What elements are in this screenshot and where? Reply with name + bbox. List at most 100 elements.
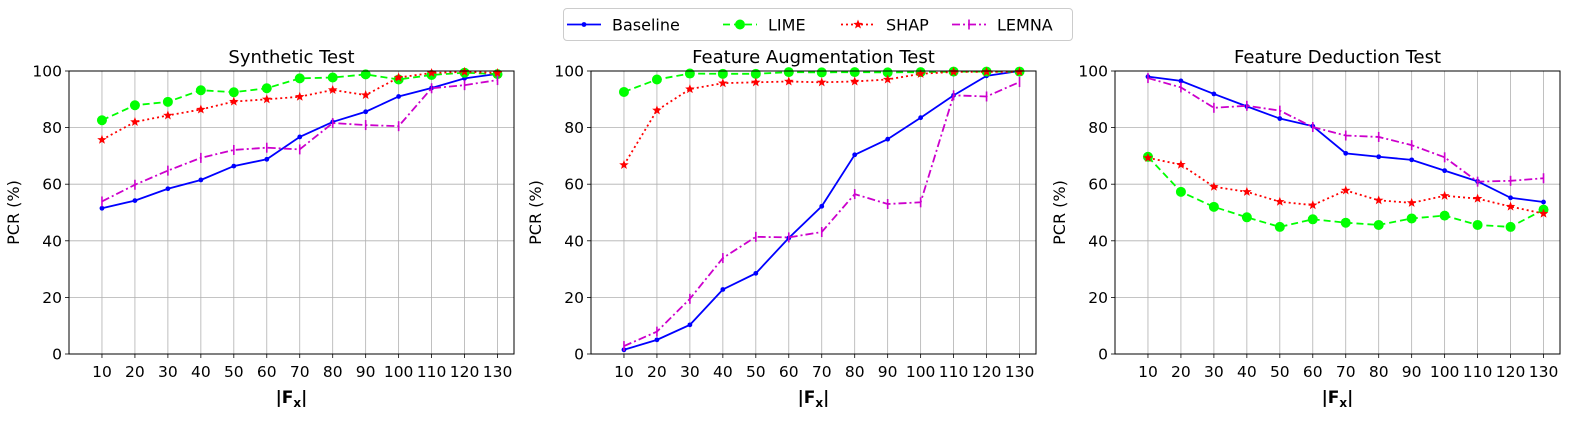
x-tick-label: 40 (191, 363, 211, 381)
data-point-baseline (1178, 78, 1184, 84)
y-axis-label: PCR (%) (4, 180, 23, 245)
data-point-shap (1340, 185, 1351, 195)
data-point-lime (1439, 210, 1450, 221)
x-axis-label-end: | (1347, 388, 1353, 408)
data-point-shap (685, 84, 695, 94)
data-point-lime (783, 67, 794, 78)
data-point-lime (228, 87, 239, 98)
y-tick-label: 0 (1098, 346, 1108, 364)
plot-frame (68, 70, 515, 355)
legend-label-shap: SHAP (886, 16, 929, 35)
data-point-shap (1505, 201, 1516, 211)
x-tick-label: 20 (647, 363, 667, 381)
data-point-baseline (918, 115, 924, 121)
x-tick-label: 90 (356, 363, 376, 381)
data-point-baseline (654, 337, 660, 343)
data-point-lime (96, 115, 107, 126)
y-tick-label: 60 (564, 176, 584, 194)
data-point-baseline (1442, 168, 1448, 174)
data-point-lime (1274, 221, 1285, 232)
data-point-baseline (231, 163, 237, 169)
data-point-shap (97, 134, 107, 144)
series-lemna (623, 77, 1021, 352)
data-point-lime (261, 83, 272, 94)
x-tick-label: 70 (1336, 363, 1356, 381)
y-tick-label: 60 (42, 176, 62, 194)
data-point-shap (130, 116, 140, 126)
data-point-shap (1373, 195, 1384, 205)
data-point-shap (1308, 200, 1318, 210)
legend-entry-lime: LIME (723, 16, 806, 35)
data-point-shap (1143, 152, 1153, 162)
x-tick-label: 100 (906, 363, 936, 381)
y-tick-label: 80 (564, 119, 584, 137)
legend-label-lemna: LEMNA (997, 16, 1053, 35)
x-tick-label: 120 (450, 363, 480, 381)
x-axis-label-main: |F (276, 388, 294, 408)
x-tick-label: 130 (1005, 363, 1035, 381)
x-tick-label: 70 (290, 363, 310, 381)
chart-panel-3: 10 20 30 40 50 60 70 80 90 100 110 120 1300204060801… (1050, 47, 1561, 410)
x-tick-label: 120 (1496, 363, 1526, 381)
x-tick-label: 100 (1430, 363, 1460, 381)
x-axis-label-main: |F (1322, 388, 1340, 408)
data-point-shap (1176, 159, 1186, 169)
data-point-shap (1275, 196, 1285, 206)
chart-panel-2: 10 20 30 40 50 60 70 80 90 100 110 120 1300204060801… (526, 47, 1037, 410)
data-point-shap (426, 67, 437, 78)
data-point-lime (1241, 212, 1252, 223)
data-point-lime (1175, 186, 1186, 197)
data-point-baseline (165, 186, 171, 192)
x-axis-label: |Fx| (1322, 388, 1354, 410)
data-point-baseline (99, 205, 105, 211)
data-point-lime (849, 67, 860, 78)
data-point-baseline (1211, 91, 1217, 97)
data-point-shap (751, 77, 761, 87)
legend-entry-shap: SHAP (841, 16, 929, 35)
data-point-shap (849, 76, 860, 86)
x-tick-label: 30 (680, 363, 700, 381)
data-point-baseline (363, 109, 369, 115)
data-point-shap (163, 110, 173, 120)
x-tick-label: 30 (158, 363, 178, 381)
data-point-baseline (1277, 116, 1283, 121)
data-point-shap (229, 96, 239, 106)
chart-title: Feature Deduction Test (1234, 47, 1441, 68)
x-axis-label-end: | (823, 388, 829, 408)
data-point-shap (784, 76, 794, 86)
y-tick-label: 40 (1088, 232, 1108, 250)
data-point-baseline (753, 270, 759, 276)
x-axis-label-end: | (301, 388, 307, 408)
data-point-lime (750, 68, 761, 79)
data-point-baseline (396, 94, 402, 99)
x-tick-label: 40 (1237, 363, 1257, 381)
data-point-shap (718, 78, 728, 88)
data-point-baseline (1343, 150, 1349, 156)
x-tick-label: 110 (417, 363, 447, 381)
x-tick-label: 40 (713, 363, 733, 381)
x-axis-label-main: |F (798, 388, 816, 408)
data-point-lime (327, 72, 338, 83)
data-point-shap (816, 77, 827, 87)
y-tick-label: 20 (564, 289, 584, 307)
x-axis-label-subscript: x (1339, 396, 1347, 410)
x-tick-label: 50 (1270, 363, 1290, 381)
data-point-shap (294, 91, 305, 101)
data-point-baseline (885, 136, 891, 142)
x-tick-label: 60 (257, 363, 277, 381)
y-tick-label: 80 (1088, 119, 1108, 137)
data-point-lime (162, 96, 173, 107)
x-tick-label: 100 (384, 363, 414, 381)
y-axis-label: PCR (%) (1050, 180, 1069, 245)
data-point-shap (327, 84, 338, 95)
data-point-lime (1406, 213, 1417, 224)
chart-title: Synthetic Test (228, 47, 354, 68)
data-point-shap (1209, 181, 1219, 191)
chart-title: Feature Augmentation Test (692, 47, 935, 68)
y-tick-label: 100 (32, 63, 62, 81)
x-axis-label: |Fx| (276, 388, 308, 410)
data-point-lime (1472, 219, 1483, 230)
data-point-shap (393, 72, 404, 82)
data-point-lime (882, 67, 893, 78)
x-tick-label: 50 (746, 363, 766, 381)
